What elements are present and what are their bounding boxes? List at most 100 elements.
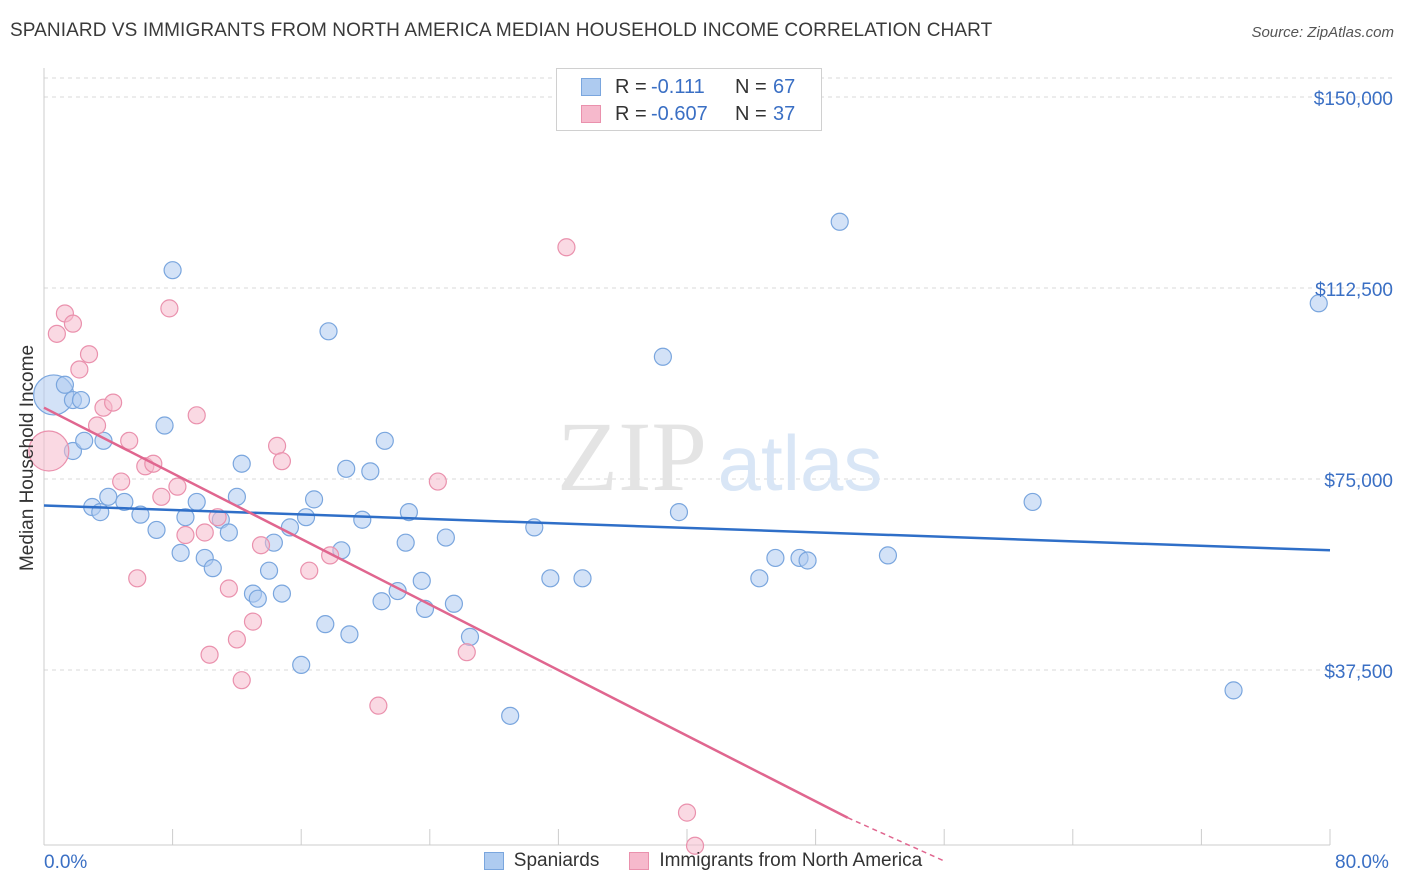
data-point-spaniards	[361, 462, 380, 481]
series-spaniards	[33, 212, 1328, 725]
data-point-immigrants	[70, 360, 89, 379]
data-point-spaniards	[259, 561, 279, 580]
data-point-immigrants	[369, 696, 388, 715]
data-point-immigrants	[200, 645, 219, 664]
data-point-spaniards	[187, 492, 206, 512]
grid-lines	[44, 77, 1395, 671]
source-label: Source: ZipAtlas.com	[1251, 24, 1394, 41]
n-label: N =	[735, 75, 767, 98]
data-point-spaniards	[155, 416, 174, 435]
legend-label: Spaniards	[513, 850, 600, 871]
data-point-immigrants	[104, 393, 123, 412]
r-label: R =	[615, 102, 647, 125]
legend-item-spaniards: Spaniards	[483, 850, 600, 872]
data-point-immigrants	[267, 436, 287, 455]
data-point-immigrants	[557, 238, 576, 257]
data-point-spaniards	[798, 551, 817, 570]
data-point-immigrants	[251, 536, 271, 555]
data-point-immigrants	[79, 345, 99, 364]
legend-item-immigrants: Immigrants from North America	[629, 850, 922, 872]
data-point-spaniards	[147, 520, 166, 540]
data-point-spaniards	[99, 487, 118, 506]
data-point-spaniards	[830, 212, 849, 231]
r-value: -0.111	[651, 75, 705, 98]
data-point-spaniards	[412, 571, 431, 590]
n-label: N =	[735, 102, 767, 125]
data-point-spaniards	[399, 503, 419, 522]
data-point-spaniards	[878, 546, 898, 565]
y-tick-label: $37,500	[1324, 662, 1393, 683]
data-point-spaniards	[653, 347, 672, 366]
y-tick-label: $112,500	[1315, 280, 1393, 301]
data-point-spaniards	[232, 454, 251, 473]
data-point-spaniards	[203, 559, 222, 578]
data-point-immigrants	[227, 630, 246, 649]
data-point-immigrants	[63, 314, 83, 333]
data-point-spaniards	[436, 528, 455, 547]
legend-label: Immigrants from North America	[659, 850, 923, 871]
data-point-spaniards	[501, 706, 520, 725]
data-point-immigrants	[457, 643, 476, 662]
data-point-immigrants	[243, 612, 263, 631]
series-immigrants	[28, 238, 705, 855]
data-point-spaniards	[131, 505, 150, 524]
data-point-spaniards	[71, 390, 91, 410]
data-point-spaniards	[75, 431, 94, 450]
trend-line-immigrants	[43, 406, 849, 819]
x-tick-min: 0.0%	[44, 852, 88, 873]
data-point-spaniards	[444, 594, 464, 613]
swatch-blue	[581, 78, 601, 96]
data-point-spaniards	[669, 503, 689, 522]
data-point-spaniards	[272, 584, 292, 603]
swatch-pink	[581, 105, 601, 123]
data-point-spaniards	[296, 508, 316, 527]
data-point-spaniards	[541, 569, 560, 588]
data-point-immigrants	[300, 561, 319, 580]
y-tick-label: $150,000	[1314, 89, 1393, 110]
data-point-immigrants	[152, 487, 171, 506]
data-point-spaniards	[340, 625, 359, 644]
data-point-spaniards	[396, 533, 415, 552]
data-point-immigrants	[187, 406, 206, 425]
data-point-spaniards	[171, 543, 190, 562]
n-value: 67	[773, 75, 796, 98]
y-tick-label: $75,000	[1324, 471, 1393, 492]
data-point-spaniards	[304, 490, 324, 509]
data-point-spaniards	[337, 459, 356, 478]
data-point-immigrants	[195, 523, 214, 542]
data-point-immigrants	[677, 803, 697, 822]
data-point-immigrants	[219, 579, 238, 598]
data-point-spaniards	[219, 523, 238, 542]
data-point-spaniards	[372, 592, 391, 611]
data-point-spaniards	[319, 322, 338, 341]
data-point-spaniards	[115, 492, 134, 512]
data-point-spaniards	[316, 615, 335, 634]
trend-lines	[43, 406, 1331, 862]
stats-row-spaniards: R = -0.111 N = 67	[557, 74, 795, 100]
data-point-spaniards	[1309, 294, 1328, 313]
chart-title: SPANIARD VS IMMIGRANTS FROM NORTH AMERIC…	[10, 20, 993, 41]
data-point-immigrants	[685, 836, 705, 855]
data-point-immigrants	[272, 452, 292, 471]
y-axis-label: Median Household Income	[17, 345, 38, 571]
r-value: -0.607	[651, 102, 708, 125]
n-value: 37	[773, 102, 796, 125]
r-label: R =	[615, 75, 647, 98]
data-point-spaniards	[353, 510, 372, 529]
data-point-immigrants	[168, 477, 187, 496]
data-point-immigrants	[428, 472, 447, 491]
watermark-zip: ZIP	[557, 401, 707, 512]
trend-line-spaniards	[43, 504, 1331, 552]
data-point-spaniards	[176, 508, 195, 527]
data-point-spaniards	[766, 548, 785, 568]
data-point-immigrants	[232, 671, 251, 690]
data-point-spaniards	[750, 569, 769, 588]
data-point-immigrants	[47, 324, 66, 343]
data-point-immigrants	[112, 472, 131, 491]
data-point-spaniards	[292, 655, 311, 675]
x-tick-max: 80.0%	[1335, 852, 1389, 873]
data-point-immigrants	[120, 431, 139, 450]
data-point-spaniards	[1023, 492, 1042, 512]
watermark-atlas: atlas	[718, 419, 883, 507]
